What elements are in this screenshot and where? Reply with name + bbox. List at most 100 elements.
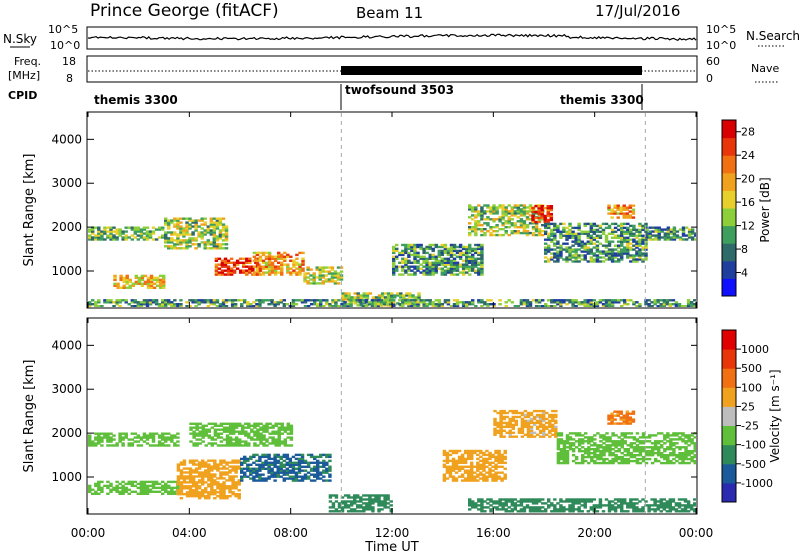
echo-cell: [632, 459, 637, 463]
echo-cell: [207, 479, 211, 482]
echo-cell: [282, 477, 287, 480]
echo-cell: [392, 301, 396, 304]
echo-cell: [216, 469, 220, 472]
echo-cell: [635, 236, 639, 239]
echo-cell: [259, 432, 263, 435]
echo-cell: [204, 495, 208, 498]
echo-cell: [632, 504, 636, 507]
echo-cell: [331, 506, 336, 509]
echo-cell: [136, 434, 141, 437]
echo-cell: [468, 500, 472, 503]
echo-cell: [115, 299, 119, 302]
echo-cell: [431, 243, 435, 247]
echo-cell: [207, 485, 211, 488]
echo-cell: [529, 419, 534, 423]
echo-cell: [638, 461, 643, 465]
echo-cell: [513, 508, 518, 511]
echo-cell: [261, 463, 265, 466]
echo-cell: [167, 438, 171, 441]
echo-cell: [295, 261, 299, 264]
echo-cell: [644, 446, 649, 449]
echo-cell: [164, 303, 168, 306]
echo-cell: [641, 510, 645, 513]
echo-cell: [173, 245, 177, 248]
echo-cell: [306, 471, 311, 474]
echo-cell: [238, 438, 242, 441]
echo-cell: [559, 450, 564, 453]
echo-cell: [589, 500, 594, 503]
echo-cell: [526, 435, 531, 438]
echo-cell: [684, 457, 688, 461]
echo-cell: [237, 465, 241, 468]
echo-cell: [225, 422, 230, 425]
echo-cell: [544, 226, 548, 230]
echo-cell: [407, 261, 411, 264]
echo-cell: [455, 255, 460, 258]
echo-cell: [216, 467, 220, 470]
echo-cell: [280, 267, 284, 270]
echo-cell: [631, 208, 636, 211]
echo-cell: [631, 216, 636, 219]
echo-cell: [479, 449, 483, 453]
echo-cell: [562, 508, 566, 511]
echo-cell: [197, 301, 201, 304]
echo-cell: [157, 486, 162, 490]
echo-cell: [277, 430, 281, 433]
echo-cell: [88, 436, 92, 439]
echo-cell: [122, 278, 126, 282]
echo-cell: [396, 294, 400, 297]
echo-cell: [173, 480, 177, 484]
echo-cell: [336, 282, 341, 285]
echo-cell: [452, 259, 457, 262]
echo-cell: [201, 471, 205, 474]
echo-cell: [653, 498, 657, 501]
echo-cell: [659, 305, 663, 307]
echo-cell: [185, 223, 189, 226]
echo-cell: [106, 480, 110, 484]
echo-cell: [574, 240, 578, 243]
echo-cell: [349, 510, 354, 513]
echo-cell: [583, 500, 587, 503]
echo-cell: [547, 232, 551, 235]
echo-cell: [617, 236, 621, 239]
echo-cell: [258, 255, 263, 258]
echo-cell: [467, 451, 471, 455]
echo-cell: [623, 250, 627, 253]
echo-cell: [401, 299, 405, 302]
echo-cell: [537, 305, 542, 307]
echo-cell: [419, 255, 423, 258]
echo-cell: [282, 469, 287, 472]
echo-cell: [599, 452, 603, 455]
echo-cell: [577, 434, 582, 437]
echo-cell: [553, 248, 557, 251]
echo-cell: [613, 254, 618, 257]
echo-cell: [613, 260, 618, 263]
echo-cell: [258, 465, 262, 468]
echo-cell: [139, 486, 144, 490]
echo-cell: [252, 255, 257, 258]
echo-cell: [297, 453, 302, 457]
echo-cell: [629, 230, 633, 233]
echo-cell: [620, 248, 624, 251]
echo-cell: [607, 502, 612, 505]
echo-cell: [419, 271, 423, 274]
echo-cell: [550, 232, 554, 235]
echo-cell: [635, 252, 639, 255]
echo-cell: [648, 238, 652, 241]
echo-cell: [373, 303, 378, 306]
echo-cell: [362, 506, 366, 509]
echo-cell: [583, 305, 587, 307]
echo-cell: [282, 463, 287, 466]
echo-cell: [446, 301, 451, 304]
echo-cell: [392, 267, 396, 270]
echo-cell: [565, 500, 569, 503]
echo-cell: [325, 467, 329, 470]
echo-cell: [327, 278, 332, 281]
echo-cell: [620, 502, 624, 505]
echo-cell: [121, 432, 125, 435]
echo-cell: [309, 278, 313, 281]
echo-cell: [598, 252, 603, 255]
echo-cell: [443, 263, 448, 266]
echo-cell: [583, 244, 587, 247]
echo-cell: [514, 409, 519, 413]
